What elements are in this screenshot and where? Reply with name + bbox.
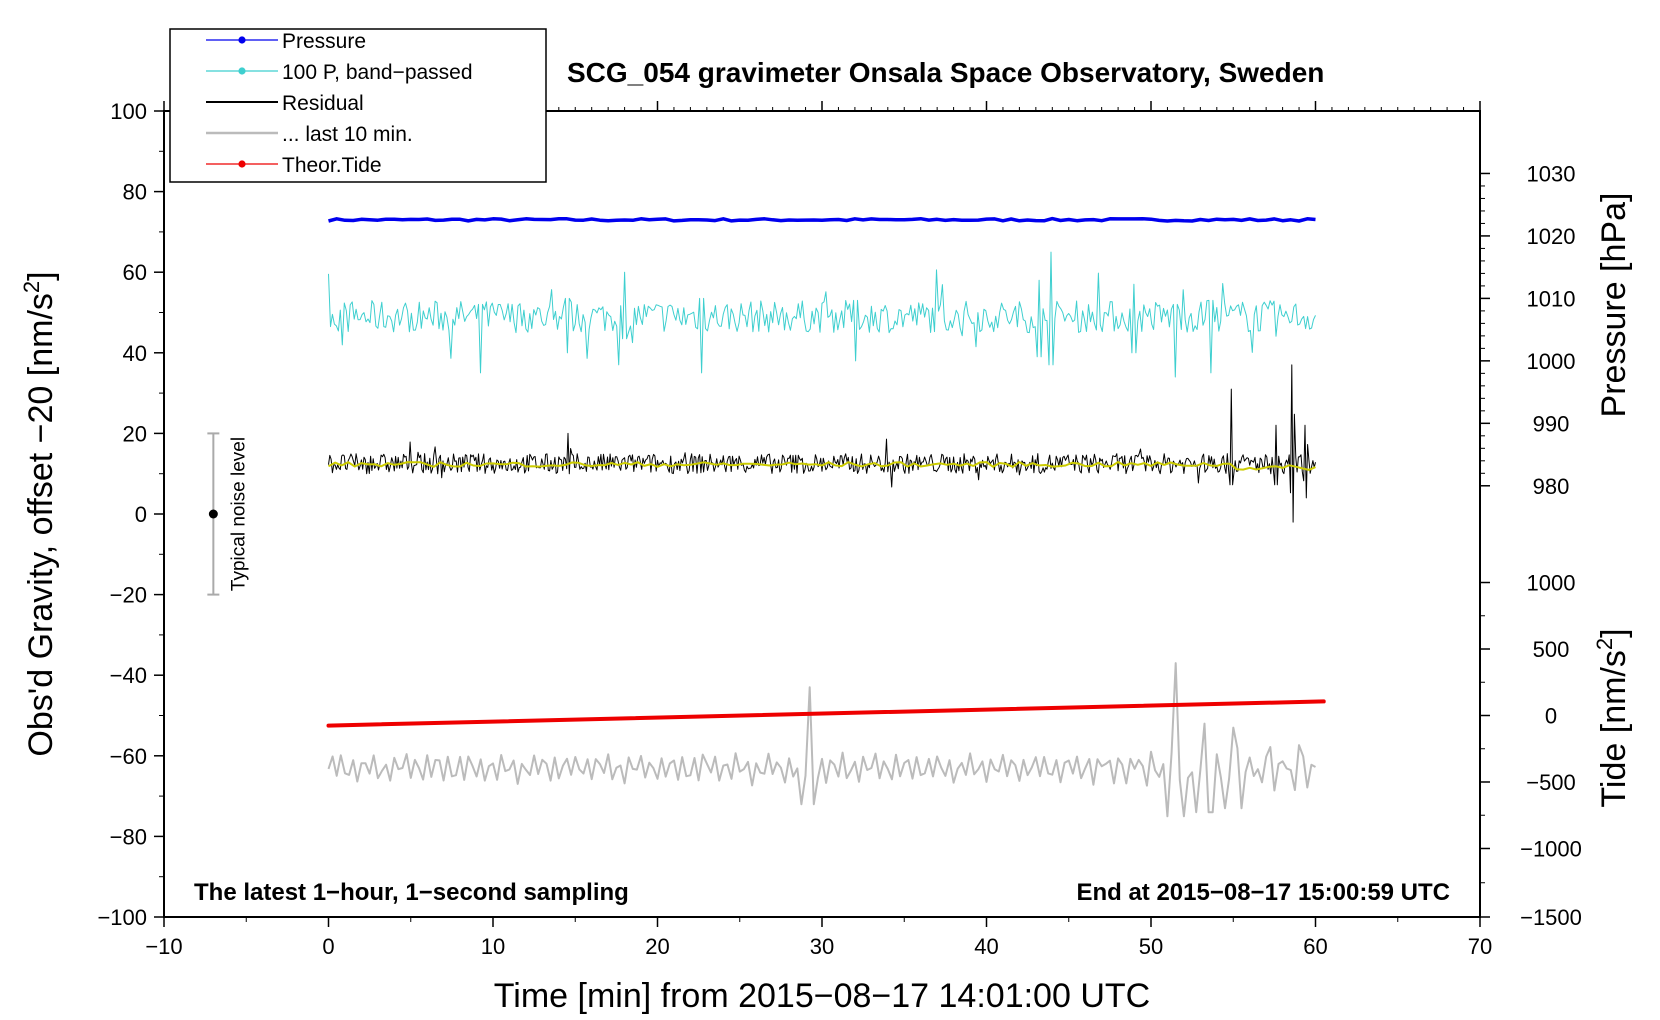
legend-label-residual: Residual xyxy=(282,92,364,115)
legend-entry-pressure: Pressure xyxy=(206,30,366,53)
x-axis-title: Time [min] from 2015−08−17 14:01:00 UTC xyxy=(494,977,1150,1015)
x-tick-label: 0 xyxy=(322,934,334,959)
y-tick-label: 40 xyxy=(123,341,147,366)
y-tick-label: 20 xyxy=(123,421,147,446)
series-residual-smoothed xyxy=(328,461,1316,471)
note-left: The latest 1−hour, 1−second sampling xyxy=(194,879,629,906)
legend-marker-band-passed xyxy=(238,67,246,75)
pressure-tick-label: 1020 xyxy=(1527,224,1576,249)
y-tick-label: 60 xyxy=(123,260,147,285)
x-tick-label: 20 xyxy=(645,934,669,959)
y-tick-label: 80 xyxy=(123,180,147,205)
tide-axis-title: Tide [nm/s2] xyxy=(1592,628,1633,807)
legend-entry-residual: Residual xyxy=(206,92,364,115)
legend-entry-theor-tide: Theor.Tide xyxy=(206,154,382,177)
legend-entry-last-10-min: ... last 10 min. xyxy=(206,123,413,146)
noise-bar-center-dot xyxy=(208,509,218,519)
legend-label-pressure: Pressure xyxy=(282,30,366,53)
legend-label-theor-tide: Theor.Tide xyxy=(282,154,382,177)
x-tick-label: 50 xyxy=(1139,934,1163,959)
x-tick-label: 10 xyxy=(481,934,505,959)
tide-axis-ticks: 1000 500 0 −500 −1000 −1500 xyxy=(1480,571,1582,930)
series-theor-tide xyxy=(326,699,1326,728)
legend-box xyxy=(169,28,547,183)
tide-tick-label: −1500 xyxy=(1520,905,1582,930)
y-tick-label: −60 xyxy=(110,744,147,769)
data-series xyxy=(326,216,1326,818)
pressure-tick-label: 980 xyxy=(1533,474,1570,499)
x-tick-label: −10 xyxy=(145,934,182,959)
tide-tick-label: −1000 xyxy=(1520,836,1582,861)
y-tick-label: −100 xyxy=(97,905,147,930)
tide-tick-label: −500 xyxy=(1526,770,1576,795)
y-axis-title: Obs'd Gravity, offset −20 [nm/s2] xyxy=(19,271,60,756)
pressure-tick-label: 1030 xyxy=(1527,161,1576,186)
y-axis-ticks: 100 80 60 40 20 0 −20 −40 −60 −80 −100 xyxy=(97,99,164,930)
pressure-tick-label: 1010 xyxy=(1527,286,1576,311)
pressure-axis-ticks: 1030 1020 1010 1000 990 980 xyxy=(1480,161,1576,499)
tide-tick-label: 500 xyxy=(1533,637,1570,662)
x-tick-label: 30 xyxy=(810,934,834,959)
y-tick-label: 100 xyxy=(110,99,147,124)
legend-label-last-10-min: ... last 10 min. xyxy=(282,123,413,146)
series-residual xyxy=(328,364,1316,523)
noise-bar-label: Typical noise level xyxy=(228,437,249,591)
x-tick-label: 40 xyxy=(974,934,998,959)
noise-level-bar: Typical noise level xyxy=(207,432,249,596)
legend-marker-theor-tide xyxy=(238,160,246,168)
tide-tick-label: 0 xyxy=(1545,704,1557,729)
x-tick-label: 70 xyxy=(1468,934,1492,959)
chart-title: SCG_054 gravimeter Onsala Space Observat… xyxy=(567,57,1324,88)
y-tick-label: −80 xyxy=(110,824,147,849)
legend-label-band-passed: 100 P, band−passed xyxy=(282,61,473,84)
pressure-axis-title: Pressure [hPa] xyxy=(1595,193,1633,418)
y-tick-label: −40 xyxy=(110,663,147,688)
pressure-tick-label: 990 xyxy=(1533,411,1570,436)
series-pressure xyxy=(328,216,1316,223)
y-tick-label: −20 xyxy=(110,583,147,608)
series-band-passed xyxy=(328,251,1316,378)
x-axis-ticks: −10 0 10 20 30 40 50 60 70 xyxy=(145,101,1492,959)
legend-entry-band-passed: 100 P, band−passed xyxy=(206,61,473,84)
legend: Pressure 100 P, band−passed Residual ...… xyxy=(169,28,547,183)
legend-marker-pressure xyxy=(238,36,246,44)
note-right: End at 2015−08−17 15:00:59 UTC xyxy=(1076,879,1450,906)
tide-tick-label: 1000 xyxy=(1527,571,1576,596)
x-tick-label: 60 xyxy=(1303,934,1327,959)
series-last-10-min xyxy=(327,662,1316,818)
y-tick-label: 0 xyxy=(135,502,147,527)
pressure-tick-label: 1000 xyxy=(1527,349,1576,374)
